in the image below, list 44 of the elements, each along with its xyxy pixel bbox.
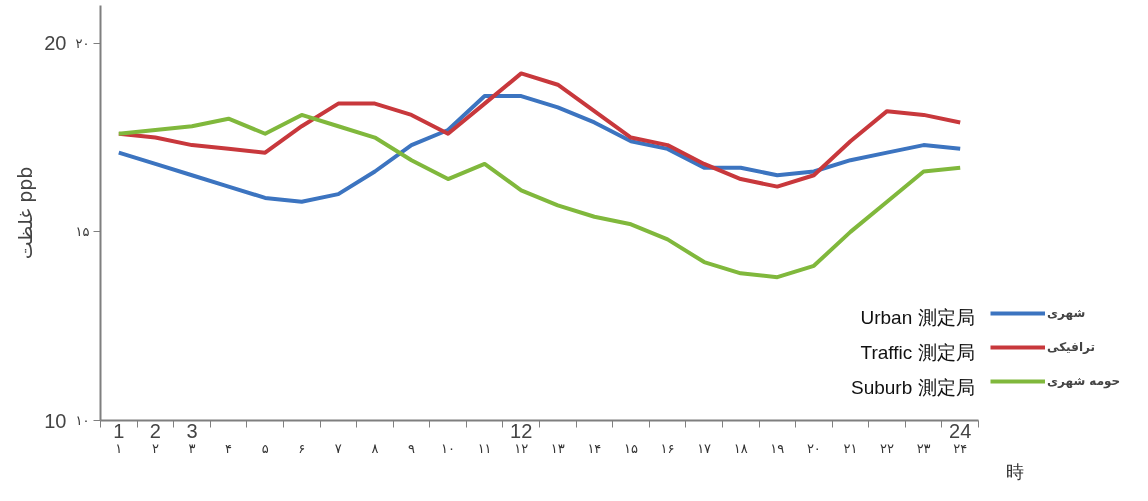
x-tick-label: ۲۱ xyxy=(843,440,858,456)
x-tick-label: ۶ xyxy=(298,440,306,456)
legend-label: شهری xyxy=(1047,306,1086,320)
x-axis-title: 時 xyxy=(1005,460,1024,482)
y2-tick-label: ۱۰ xyxy=(75,413,90,428)
annotation: Urban 測定局 xyxy=(860,307,975,328)
line-series xyxy=(116,94,963,204)
y-tick-label: 10 xyxy=(44,409,67,432)
x-tick-label: ۱۵ xyxy=(623,440,638,456)
x-tick-label: ۱۶ xyxy=(660,440,675,456)
y-axis-title: غلظت ppb xyxy=(14,166,37,260)
x-tick-label: ۷ xyxy=(334,440,342,456)
x-tick-label: ۲۰ xyxy=(806,440,821,456)
x-tick-label: ۲۳ xyxy=(916,440,931,456)
x-tick-label: ۲۴ xyxy=(953,440,968,456)
x-tick-label: ۱۱ xyxy=(477,440,492,456)
x2-tick-label: 12 xyxy=(510,419,533,442)
y2-tick-label: ۲۰ xyxy=(75,35,90,51)
x-tick-label: ۸ xyxy=(371,440,379,456)
x-tick-label: ۴ xyxy=(225,440,233,456)
x-tick-label: ۱۷ xyxy=(697,440,712,456)
x-tick-label: ۱۴ xyxy=(587,440,602,456)
x-tick-label: ۳ xyxy=(188,440,196,456)
x-tick-label: ۱۸ xyxy=(733,440,748,456)
annotation: Traffic 測定局 xyxy=(860,342,975,363)
x2-tick-label: 3 xyxy=(186,419,198,442)
x-tick-label: ۲۲ xyxy=(880,440,895,456)
x-tick-label: ۱۳ xyxy=(550,440,565,456)
legend-label: ترافیکی xyxy=(1047,340,1095,354)
line-series xyxy=(116,112,963,280)
x-tick-label: ۱۲ xyxy=(514,440,529,456)
x-tick-label: ۲ xyxy=(151,440,159,456)
legend-label: حومه شهری xyxy=(1047,374,1121,388)
x-tick-label: ۱ xyxy=(115,440,123,456)
y2-tick-label: ۱۵ xyxy=(75,224,90,240)
x2-tick-label: 2 xyxy=(149,419,161,442)
x-tick-label: ۹ xyxy=(407,440,415,456)
annotation: Suburb 測定局 xyxy=(850,377,975,398)
x2-tick-label: 1 xyxy=(113,419,125,442)
y-tick-label: 20 xyxy=(44,32,67,55)
x2-tick-label: 24 xyxy=(949,419,972,442)
x-tick-label: ۵ xyxy=(261,440,269,456)
x-tick-label: ۱۰ xyxy=(441,440,456,456)
x-tick-label: ۱۹ xyxy=(770,440,785,456)
